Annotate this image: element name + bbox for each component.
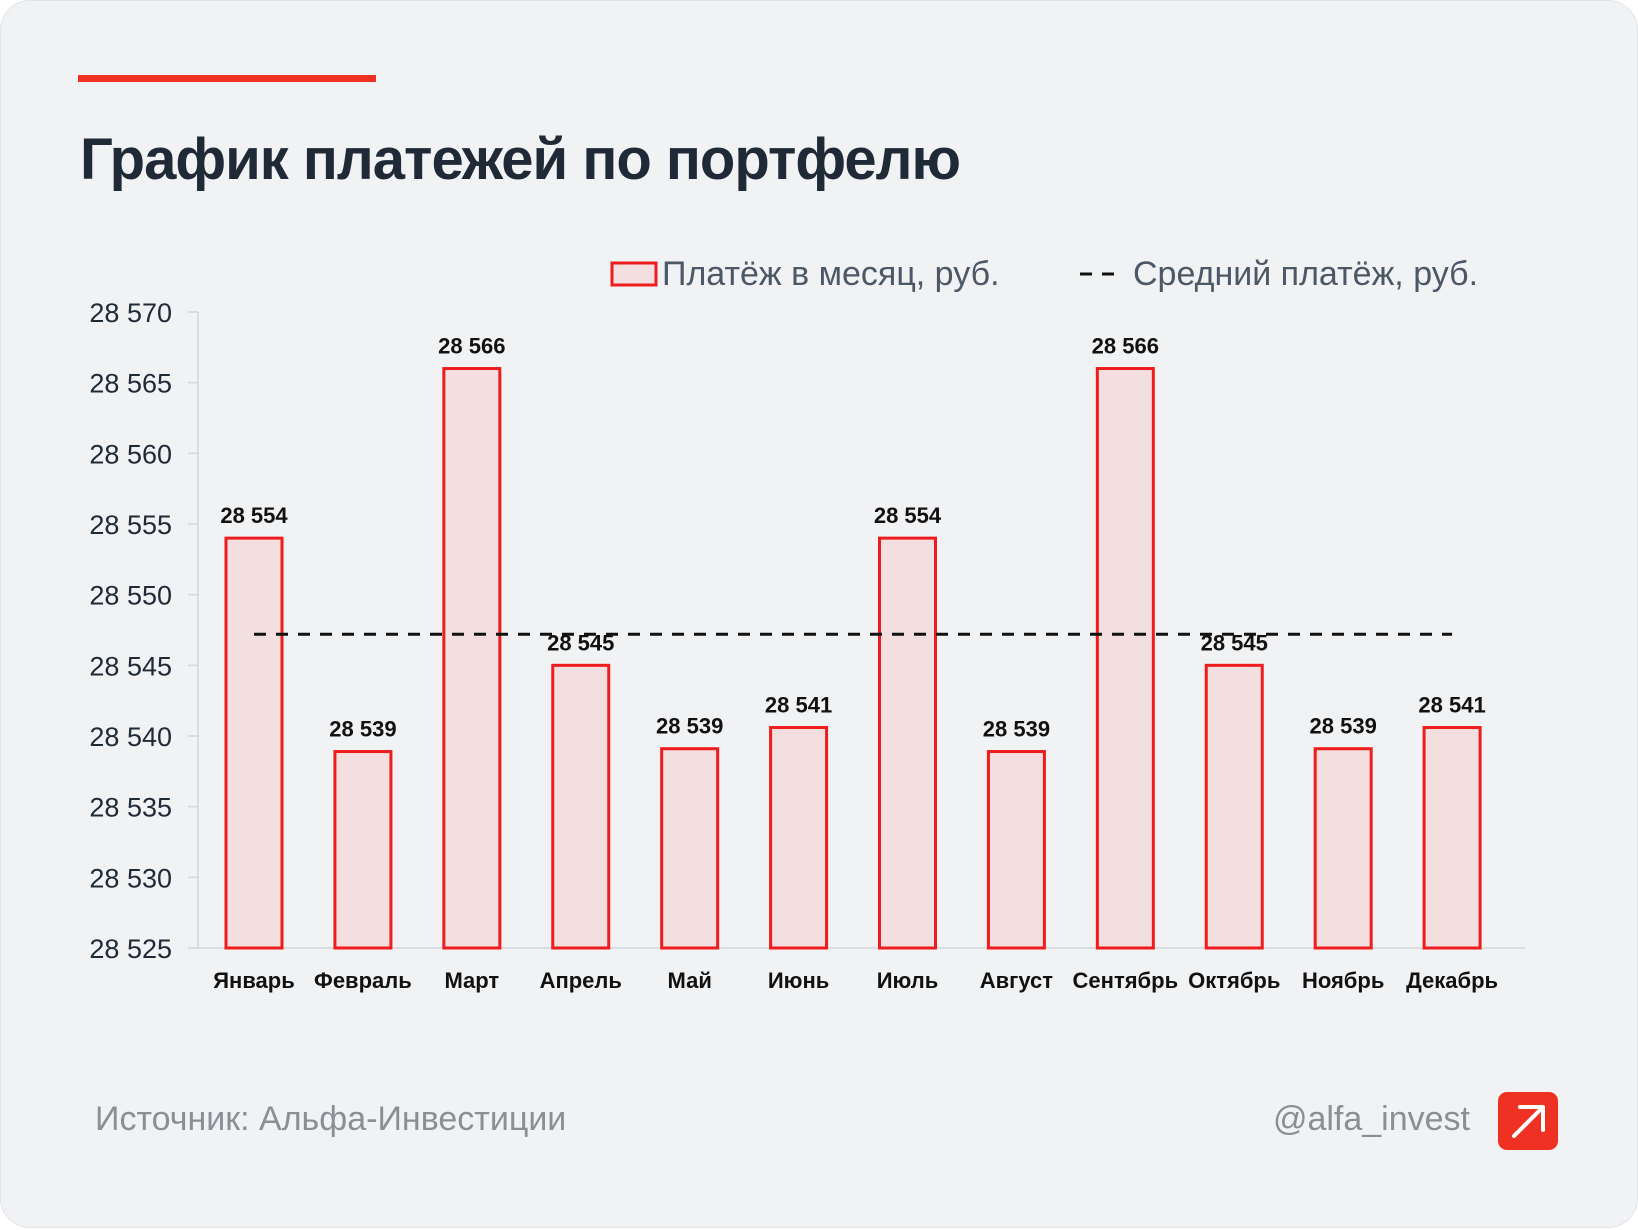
x-tick-label: Август — [980, 968, 1053, 993]
legend-label-average: Средний платёж, руб. — [1133, 255, 1478, 293]
x-tick-label: Ноябрь — [1302, 968, 1384, 993]
data-label: 28 539 — [656, 714, 723, 739]
data-label: 28 554 — [874, 503, 942, 528]
data-label: 28 539 — [329, 717, 396, 742]
bar — [660, 747, 720, 950]
x-tick-label: Март — [444, 968, 499, 993]
y-tick-label: 28 570 — [89, 298, 172, 328]
bar — [1313, 747, 1373, 950]
data-label: 28 541 — [1418, 693, 1485, 718]
bar — [769, 726, 829, 950]
chart-legend: Платёж в месяц, руб. Средний платёж, руб. — [610, 255, 1478, 293]
data-label: 28 545 — [1201, 630, 1268, 655]
y-tick-label: 28 525 — [89, 934, 172, 964]
bar — [878, 536, 937, 950]
bar — [551, 663, 611, 950]
x-tick-label: Февраль — [314, 968, 412, 993]
data-label: 28 566 — [438, 334, 505, 359]
x-tick-label: Июнь — [768, 968, 829, 993]
x-tick-label: Апрель — [540, 968, 622, 993]
y-tick-label: 28 565 — [89, 369, 172, 399]
y-tick-label: 28 550 — [89, 581, 172, 611]
x-tick-label: Январь — [213, 968, 295, 993]
legend-swatch-bars — [610, 261, 658, 287]
chart-axes: 28 525 28 530 28 535 28 540 28 545 28 550 28 5… — [89, 298, 1525, 964]
bar — [986, 750, 1046, 950]
y-tick-label: 28 555 — [89, 510, 172, 540]
bar — [442, 367, 502, 950]
page-title: График платежей по портфелю — [80, 127, 961, 192]
y-tick-label: 28 545 — [89, 651, 172, 681]
arrow-up-right-icon[interactable] — [1498, 1092, 1558, 1150]
bar — [333, 750, 393, 950]
footer-handle[interactable]: @alfa_invest — [1272, 1100, 1470, 1138]
y-tick-label: 28 530 — [89, 863, 172, 893]
footer-source: Источник: Альфа-Инвестиции — [95, 1100, 567, 1138]
y-tick-label: 28 535 — [89, 793, 172, 823]
y-tick-label: 28 540 — [89, 722, 172, 752]
data-label: 28 566 — [1092, 334, 1159, 359]
chart-bars — [224, 367, 1482, 950]
bar — [1422, 726, 1482, 950]
bar — [224, 536, 284, 950]
accent-bar — [78, 75, 376, 82]
y-tick-label: 28 560 — [89, 439, 172, 469]
legend-label-bars: Платёж в месяц, руб. — [662, 255, 1000, 293]
data-label: 28 541 — [765, 693, 832, 718]
data-label: 28 545 — [547, 630, 614, 655]
chart-labels: 28 554 Январь 28 539 Февраль 28 566 Март 28 54… — [213, 334, 1498, 993]
x-tick-label: Июль — [877, 968, 939, 993]
x-tick-label: Октябрь — [1188, 968, 1280, 993]
data-label: 28 539 — [983, 717, 1050, 742]
data-label: 28 539 — [1310, 714, 1377, 739]
data-label: 28 554 — [220, 503, 288, 528]
bar — [1204, 663, 1264, 950]
x-tick-label: Сентябрь — [1073, 968, 1179, 993]
x-tick-label: Май — [667, 968, 711, 993]
bar — [1095, 367, 1155, 950]
bar-chart: Платёж в месяц, руб. Средний платёж, руб.… — [89, 255, 1525, 993]
x-tick-label: Декабрь — [1406, 968, 1498, 993]
